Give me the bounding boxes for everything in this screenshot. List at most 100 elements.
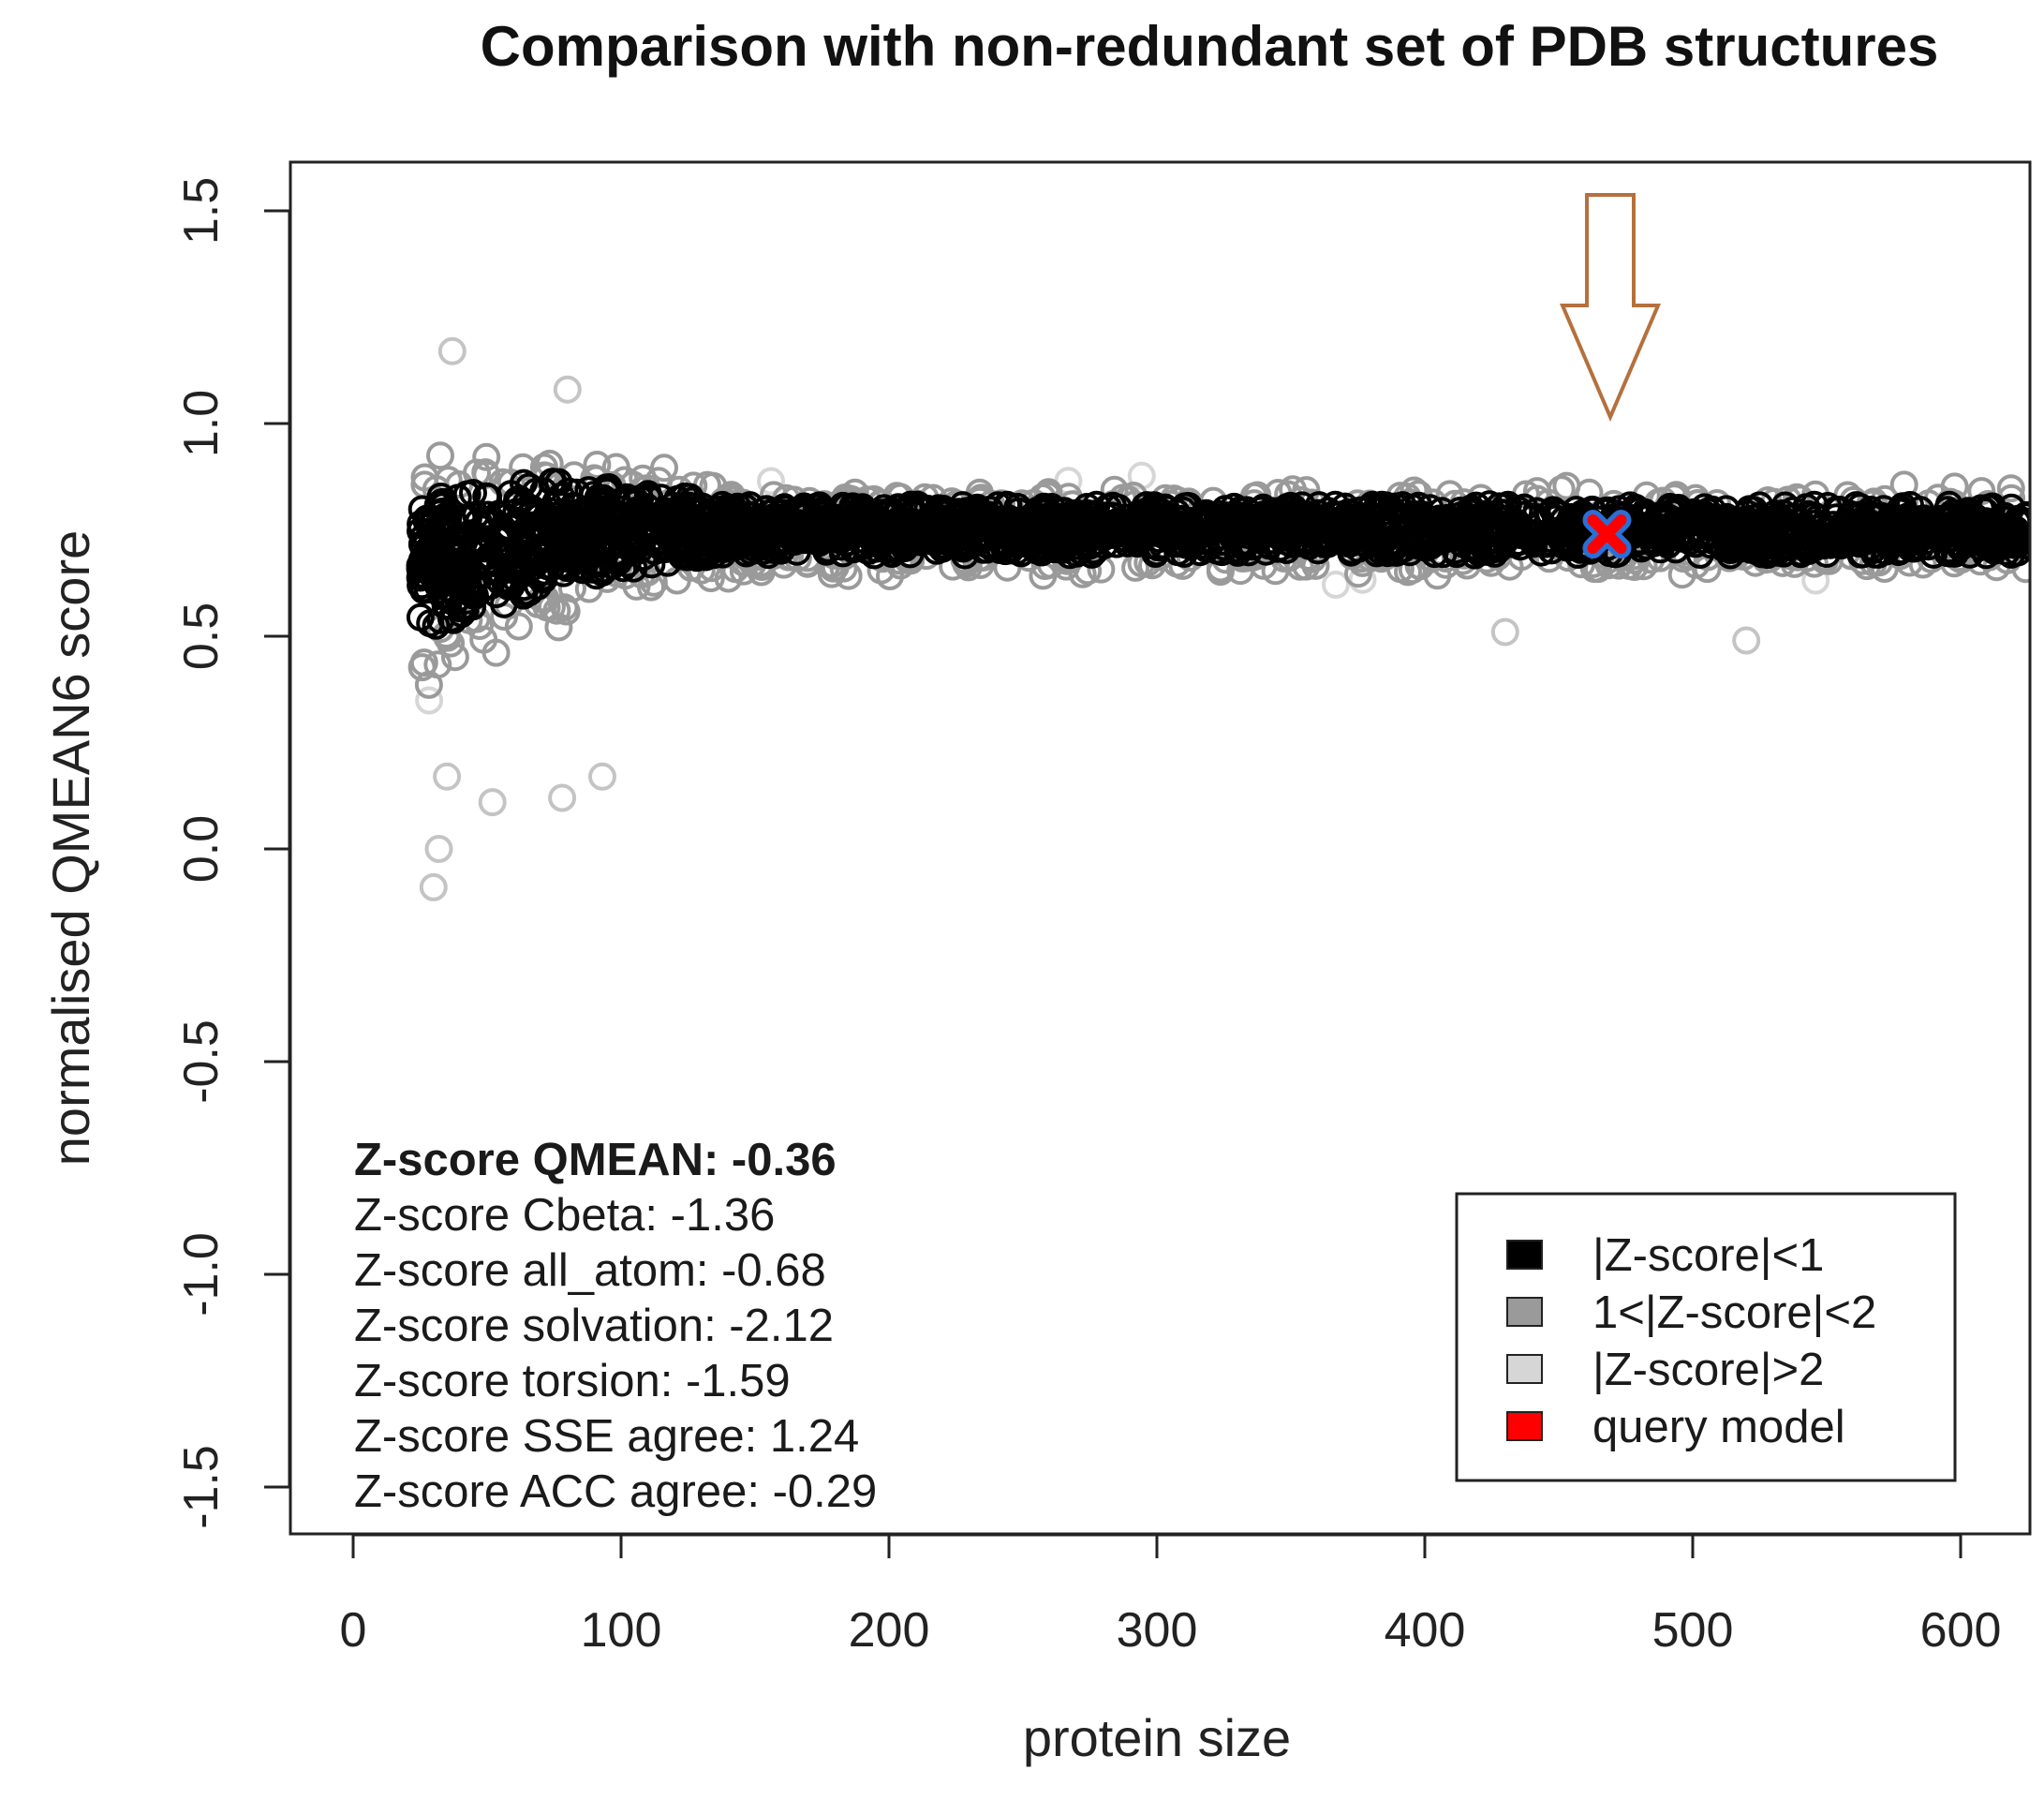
legend: |Z-score|<1 1<|Z-score|<2 |Z-score|>2 qu… [1455, 1192, 1957, 1482]
x-tick-label: 300 [1117, 1603, 1198, 1658]
x-axis-label: protein size [1023, 1708, 1291, 1767]
legend-swatch-core [1506, 1240, 1543, 1270]
point-core [1728, 534, 1757, 563]
point-core [416, 504, 445, 533]
point-core [1848, 540, 1877, 569]
legend-swatch-outer [1506, 1354, 1543, 1384]
point-core [547, 542, 575, 571]
point-core [1433, 503, 1462, 532]
point-core [1344, 507, 1373, 536]
y-tick-label: 0.0 [174, 815, 229, 883]
point-core [752, 495, 781, 524]
point-core [1376, 538, 1405, 567]
point-core [1254, 514, 1283, 543]
outlier-point [437, 336, 467, 365]
point-core [1557, 518, 1586, 546]
legend-label-core: |Z-score|<1 [1592, 1230, 1824, 1281]
point-core [1021, 528, 1050, 557]
point-core [426, 605, 455, 634]
point-core [598, 530, 627, 559]
point-core [1182, 521, 1211, 550]
point-core [1497, 518, 1526, 547]
legend-label-query: query model [1592, 1402, 1845, 1452]
x-tick-label: 100 [581, 1603, 662, 1658]
annotation-all-atom: Z-score all_atom: -0.68 [354, 1245, 826, 1296]
point-mid [1667, 560, 1696, 589]
point-core [470, 550, 499, 578]
outlier-point [1490, 617, 1519, 647]
point-core [792, 495, 821, 524]
point-mid [423, 650, 452, 679]
point-core [929, 510, 958, 539]
point-core [1286, 513, 1315, 542]
point-core [1950, 515, 1979, 544]
point-mid [583, 451, 612, 479]
point-core [838, 492, 867, 521]
point-core [694, 539, 723, 568]
point-core [450, 568, 479, 597]
annotation-sse-agree: Z-score SSE agree: 1.24 [354, 1411, 859, 1462]
point-core [422, 611, 451, 640]
point-core [872, 536, 901, 564]
y-tick-label: -1.0 [174, 1232, 229, 1317]
point-core [1125, 521, 1154, 550]
point-core [903, 490, 932, 519]
point-mid [426, 441, 454, 470]
point-core [1072, 528, 1101, 557]
point-core [963, 493, 992, 522]
point-core [1109, 513, 1138, 543]
point-mid [407, 653, 437, 682]
point-core [535, 503, 564, 532]
outlier-point [424, 835, 453, 863]
point-mid [472, 442, 501, 471]
point-core [484, 499, 512, 528]
outlier-point [553, 375, 582, 404]
point-core [1996, 515, 2025, 544]
x-axis: 0 100 200 300 400 500 600 [340, 1533, 2001, 1658]
point-outer [757, 467, 785, 496]
outlier-point [548, 783, 577, 812]
point-core [1474, 490, 1503, 519]
y-axis-label: normalised QMEAN6 score [41, 530, 100, 1166]
point-core [406, 602, 435, 632]
point-core [1469, 505, 1498, 534]
point-core [1371, 492, 1400, 521]
point-core [1133, 491, 1162, 520]
outlier-point [478, 788, 507, 817]
point-core [1385, 501, 1415, 530]
point-core [2000, 530, 2028, 559]
outlier-points [419, 336, 1761, 901]
point-core [1058, 513, 1086, 543]
point-core [1300, 514, 1329, 543]
point-core [667, 516, 696, 545]
point-mid [544, 613, 573, 642]
arrow-annotation [1559, 193, 1662, 423]
point-core [1077, 540, 1106, 569]
point-core [426, 527, 455, 556]
point-mid [639, 568, 668, 597]
point-core [627, 524, 656, 552]
point-core [1300, 528, 1329, 556]
point-core [712, 506, 741, 535]
annotation-solvation: Z-score solvation: -2.12 [354, 1301, 834, 1351]
point-core [573, 544, 602, 573]
point-core [706, 534, 735, 563]
point-core [869, 494, 898, 523]
point-core [1822, 527, 1851, 556]
point-core [1443, 540, 1471, 569]
point-core [604, 547, 633, 576]
point-mid [410, 463, 439, 492]
point-core [711, 518, 740, 546]
point-core [1668, 510, 1696, 539]
x-tick-label: 200 [849, 1603, 930, 1658]
point-core [1859, 503, 1888, 532]
point-core [1740, 496, 1769, 525]
point-core [1007, 529, 1036, 558]
point-core [426, 483, 455, 511]
point-mid [504, 612, 533, 641]
point-core [675, 491, 704, 520]
point-core [1940, 539, 1969, 568]
x-tick-label: 500 [1652, 1603, 1734, 1658]
point-core [518, 495, 547, 524]
